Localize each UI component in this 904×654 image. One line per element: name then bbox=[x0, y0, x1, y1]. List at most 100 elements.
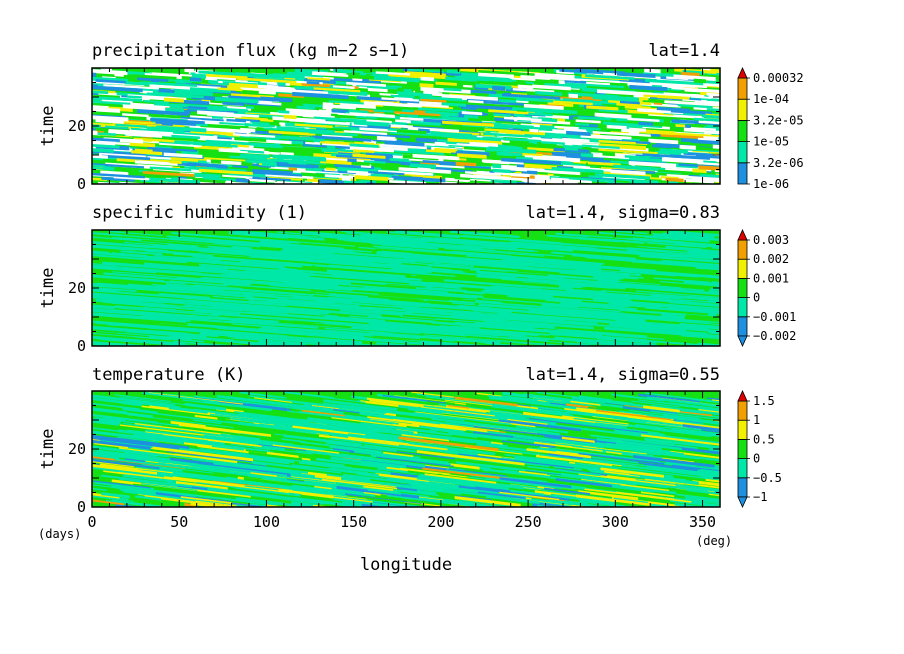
heatmap-streak bbox=[613, 164, 654, 171]
heatmap-streak bbox=[169, 237, 319, 251]
heatmap-streak bbox=[700, 173, 720, 178]
heatmap-streak bbox=[566, 130, 591, 136]
heatmap-streak bbox=[333, 495, 429, 507]
heatmap-streak bbox=[307, 459, 397, 472]
heatmap-streak bbox=[604, 470, 640, 477]
heatmap-streak bbox=[213, 461, 302, 475]
heatmap-streak bbox=[676, 491, 720, 499]
heatmap-streak bbox=[396, 129, 427, 135]
heatmap-streak bbox=[498, 419, 581, 432]
heatmap-streak bbox=[559, 272, 639, 280]
heatmap-streak bbox=[504, 453, 558, 462]
heatmap-streak bbox=[423, 405, 507, 418]
heatmap-streak bbox=[92, 430, 185, 445]
heatmap-streak bbox=[199, 331, 341, 345]
heatmap-streak bbox=[394, 230, 535, 243]
heatmap-streak bbox=[266, 322, 319, 329]
heatmap-streak bbox=[464, 501, 510, 507]
heatmap-streak bbox=[367, 489, 402, 495]
heatmap-streak bbox=[628, 160, 677, 168]
heatmap-streak bbox=[644, 437, 720, 450]
colorbar-label: −0.001 bbox=[753, 310, 796, 324]
heatmap-streak bbox=[396, 91, 433, 98]
heatmap-streak bbox=[267, 501, 315, 507]
colorbar-label: 0 bbox=[753, 452, 760, 466]
colorbar: 1e-06 3.2e-06 1e-05 3.2e-05 1e-04 0.00032 bbox=[737, 67, 804, 191]
heatmap-streak bbox=[446, 462, 480, 470]
heatmap-streak bbox=[587, 161, 621, 167]
heatmap-streak bbox=[693, 398, 720, 404]
heatmap-streak bbox=[331, 109, 346, 114]
heatmap-streak bbox=[388, 441, 448, 451]
heatmap-streak bbox=[169, 160, 182, 164]
heatmap-streak bbox=[415, 287, 485, 295]
colorbar-label: 1e-04 bbox=[753, 92, 789, 106]
heatmap-streak bbox=[163, 152, 203, 159]
heatmap-streak bbox=[476, 274, 567, 285]
y-axis-label: time bbox=[38, 268, 58, 309]
heatmap-streak bbox=[443, 248, 545, 257]
heatmap-streak bbox=[324, 396, 366, 404]
heatmap-streak bbox=[193, 286, 284, 294]
heatmap-streak bbox=[422, 267, 463, 273]
x-unit-label: (deg) bbox=[696, 534, 732, 548]
heatmap-streak bbox=[316, 300, 371, 306]
heatmap-streak bbox=[657, 169, 716, 176]
heatmap-streak bbox=[142, 171, 197, 178]
heatmap-streak bbox=[153, 110, 189, 116]
heatmap-streak bbox=[543, 399, 591, 407]
heatmap-streak bbox=[334, 163, 375, 170]
heatmap-streak bbox=[326, 167, 336, 171]
heatmap-streak bbox=[464, 232, 507, 238]
heatmap-streak bbox=[726, 455, 796, 466]
heatmap-streak bbox=[92, 304, 126, 310]
heatmap-streak bbox=[706, 92, 720, 97]
colorbar-label: 0.00032 bbox=[753, 71, 804, 85]
heatmap-streak bbox=[92, 466, 165, 478]
heatmap-streak bbox=[159, 132, 218, 139]
heatmap-streak bbox=[750, 455, 829, 466]
heatmap-streak bbox=[597, 336, 657, 344]
heatmap-streak bbox=[143, 304, 275, 317]
heatmap-streak bbox=[124, 254, 214, 262]
heatmap-streak bbox=[393, 489, 439, 497]
heatmap-streak bbox=[510, 241, 597, 251]
y-tick-label: 20 bbox=[68, 279, 86, 297]
heatmap-streak bbox=[257, 101, 282, 106]
heatmap-streak bbox=[469, 141, 498, 147]
heatmap-streak bbox=[55, 71, 82, 75]
heatmap-streak bbox=[236, 77, 297, 84]
colorbar-segment bbox=[737, 258, 748, 279]
heatmap-streak bbox=[656, 106, 691, 113]
heatmap-streak bbox=[535, 454, 613, 467]
heatmap-streak bbox=[179, 446, 295, 464]
heatmap-streak bbox=[721, 329, 755, 334]
heatmap-streak bbox=[95, 118, 124, 124]
heatmap-streak bbox=[501, 457, 591, 470]
heatmap-streak bbox=[149, 177, 201, 184]
heatmap-streak bbox=[367, 87, 388, 93]
heatmap-streak bbox=[573, 417, 691, 434]
heatmap-streak bbox=[455, 316, 594, 330]
heatmap-streak bbox=[686, 488, 716, 495]
heatmap-streak bbox=[579, 236, 619, 243]
heatmap-streak bbox=[239, 391, 286, 399]
heatmap-streak bbox=[92, 436, 180, 450]
heatmap-streak bbox=[103, 84, 159, 90]
heatmap-streak bbox=[337, 238, 449, 249]
heatmap-streak bbox=[238, 412, 309, 424]
colorbar-label: −0.002 bbox=[753, 329, 796, 343]
heatmap-streak bbox=[524, 155, 581, 163]
heatmap-streak bbox=[447, 262, 544, 271]
heatmap-streak bbox=[463, 84, 473, 88]
heatmap-streak bbox=[423, 334, 570, 346]
heatmap-streak bbox=[275, 317, 408, 330]
heatmap-streak bbox=[380, 146, 408, 152]
heatmap-streak bbox=[348, 433, 390, 441]
heatmap-streak bbox=[180, 496, 233, 504]
panel-subtitle: lat=1.4 bbox=[648, 41, 720, 61]
heatmap-streak bbox=[403, 257, 450, 264]
heatmap-streak bbox=[430, 131, 473, 137]
heatmap-streak bbox=[642, 153, 695, 159]
heatmap-streak bbox=[392, 431, 508, 448]
